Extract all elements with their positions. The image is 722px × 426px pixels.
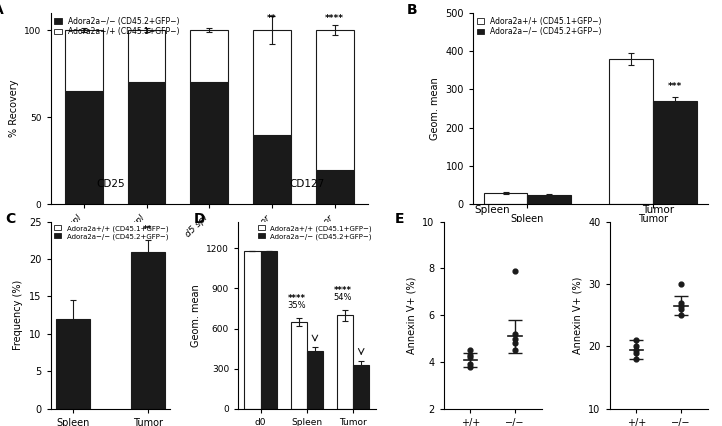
Point bbox=[630, 337, 642, 344]
Text: **: ** bbox=[143, 225, 152, 234]
Bar bbox=[191, 30, 228, 83]
Y-axis label: Geom. mean: Geom. mean bbox=[430, 77, 440, 140]
Point bbox=[464, 347, 476, 354]
Legend: Adora2a−/− (CD45.2+GFP−), Adora2a+/+ (CD45.1+GFP−): Adora2a−/− (CD45.2+GFP−), Adora2a+/+ (CD… bbox=[54, 17, 180, 36]
Bar bbox=[65, 30, 103, 91]
Bar bbox=[253, 30, 291, 135]
Bar bbox=[528, 195, 571, 204]
Bar bbox=[65, 91, 103, 204]
Point bbox=[675, 299, 687, 306]
Text: 35%: 35% bbox=[287, 301, 305, 310]
Point bbox=[464, 352, 476, 359]
Text: 54%: 54% bbox=[334, 293, 352, 302]
Bar bbox=[337, 315, 353, 409]
Bar bbox=[128, 83, 165, 204]
Point bbox=[675, 312, 687, 319]
Point bbox=[464, 363, 476, 370]
Y-axis label: Frequency (%): Frequency (%) bbox=[14, 280, 23, 350]
Point bbox=[630, 343, 642, 350]
Point bbox=[464, 361, 476, 368]
Point bbox=[509, 340, 521, 347]
Bar bbox=[253, 135, 291, 204]
Bar bbox=[261, 251, 277, 409]
Bar bbox=[128, 30, 165, 83]
Point bbox=[630, 346, 642, 353]
Bar bbox=[191, 83, 228, 204]
Text: ****: **** bbox=[334, 286, 352, 295]
Bar bbox=[484, 193, 528, 204]
Bar bbox=[316, 170, 354, 204]
Y-axis label: Annexin V+ (%): Annexin V+ (%) bbox=[573, 276, 583, 354]
Text: ****: **** bbox=[325, 14, 344, 23]
Title: CD127: CD127 bbox=[290, 179, 324, 189]
Point bbox=[675, 302, 687, 309]
Legend: Adora2a+/+ (CD45.1+GFP−), Adora2a−/− (CD45.2+GFP−): Adora2a+/+ (CD45.1+GFP−), Adora2a−/− (CD… bbox=[258, 225, 372, 239]
Point bbox=[509, 347, 521, 354]
Text: B: B bbox=[407, 3, 418, 17]
Point bbox=[630, 349, 642, 356]
Bar bbox=[316, 30, 354, 170]
Text: ****: **** bbox=[287, 294, 305, 303]
Bar bbox=[307, 351, 323, 409]
Title: Tumor: Tumor bbox=[643, 205, 674, 215]
Bar bbox=[291, 322, 307, 409]
Title: CD25: CD25 bbox=[96, 179, 125, 189]
Point bbox=[464, 354, 476, 361]
Y-axis label: % Recovery: % Recovery bbox=[9, 80, 19, 137]
Legend: Adora2a+/+ (CD45.1+GFP−), Adora2a−/− (CD45.2+GFP−): Adora2a+/+ (CD45.1+GFP−), Adora2a−/− (CD… bbox=[54, 225, 168, 239]
Point bbox=[675, 305, 687, 312]
Bar bbox=[56, 319, 90, 409]
Point bbox=[509, 335, 521, 342]
Bar bbox=[244, 251, 261, 409]
Bar bbox=[653, 101, 697, 204]
Text: D: D bbox=[194, 212, 206, 226]
Text: A: A bbox=[0, 3, 4, 17]
Text: C: C bbox=[5, 212, 15, 226]
Bar bbox=[353, 365, 370, 409]
Title: Spleen: Spleen bbox=[475, 205, 510, 215]
Point bbox=[509, 331, 521, 337]
Bar bbox=[131, 251, 165, 409]
Text: **: ** bbox=[267, 14, 277, 23]
Y-axis label: Annexin V+ (%): Annexin V+ (%) bbox=[406, 276, 417, 354]
Text: E: E bbox=[394, 212, 404, 226]
Bar bbox=[609, 59, 653, 204]
Legend: Adora2a+/+ (CD45.1+GFP−), Adora2a−/− (CD45.2+GFP−): Adora2a+/+ (CD45.1+GFP−), Adora2a−/− (CD… bbox=[477, 17, 602, 36]
Y-axis label: Geom. mean: Geom. mean bbox=[191, 284, 201, 347]
Text: ***: *** bbox=[668, 82, 682, 92]
Point bbox=[630, 356, 642, 363]
Point bbox=[675, 281, 687, 288]
Point bbox=[509, 268, 521, 274]
